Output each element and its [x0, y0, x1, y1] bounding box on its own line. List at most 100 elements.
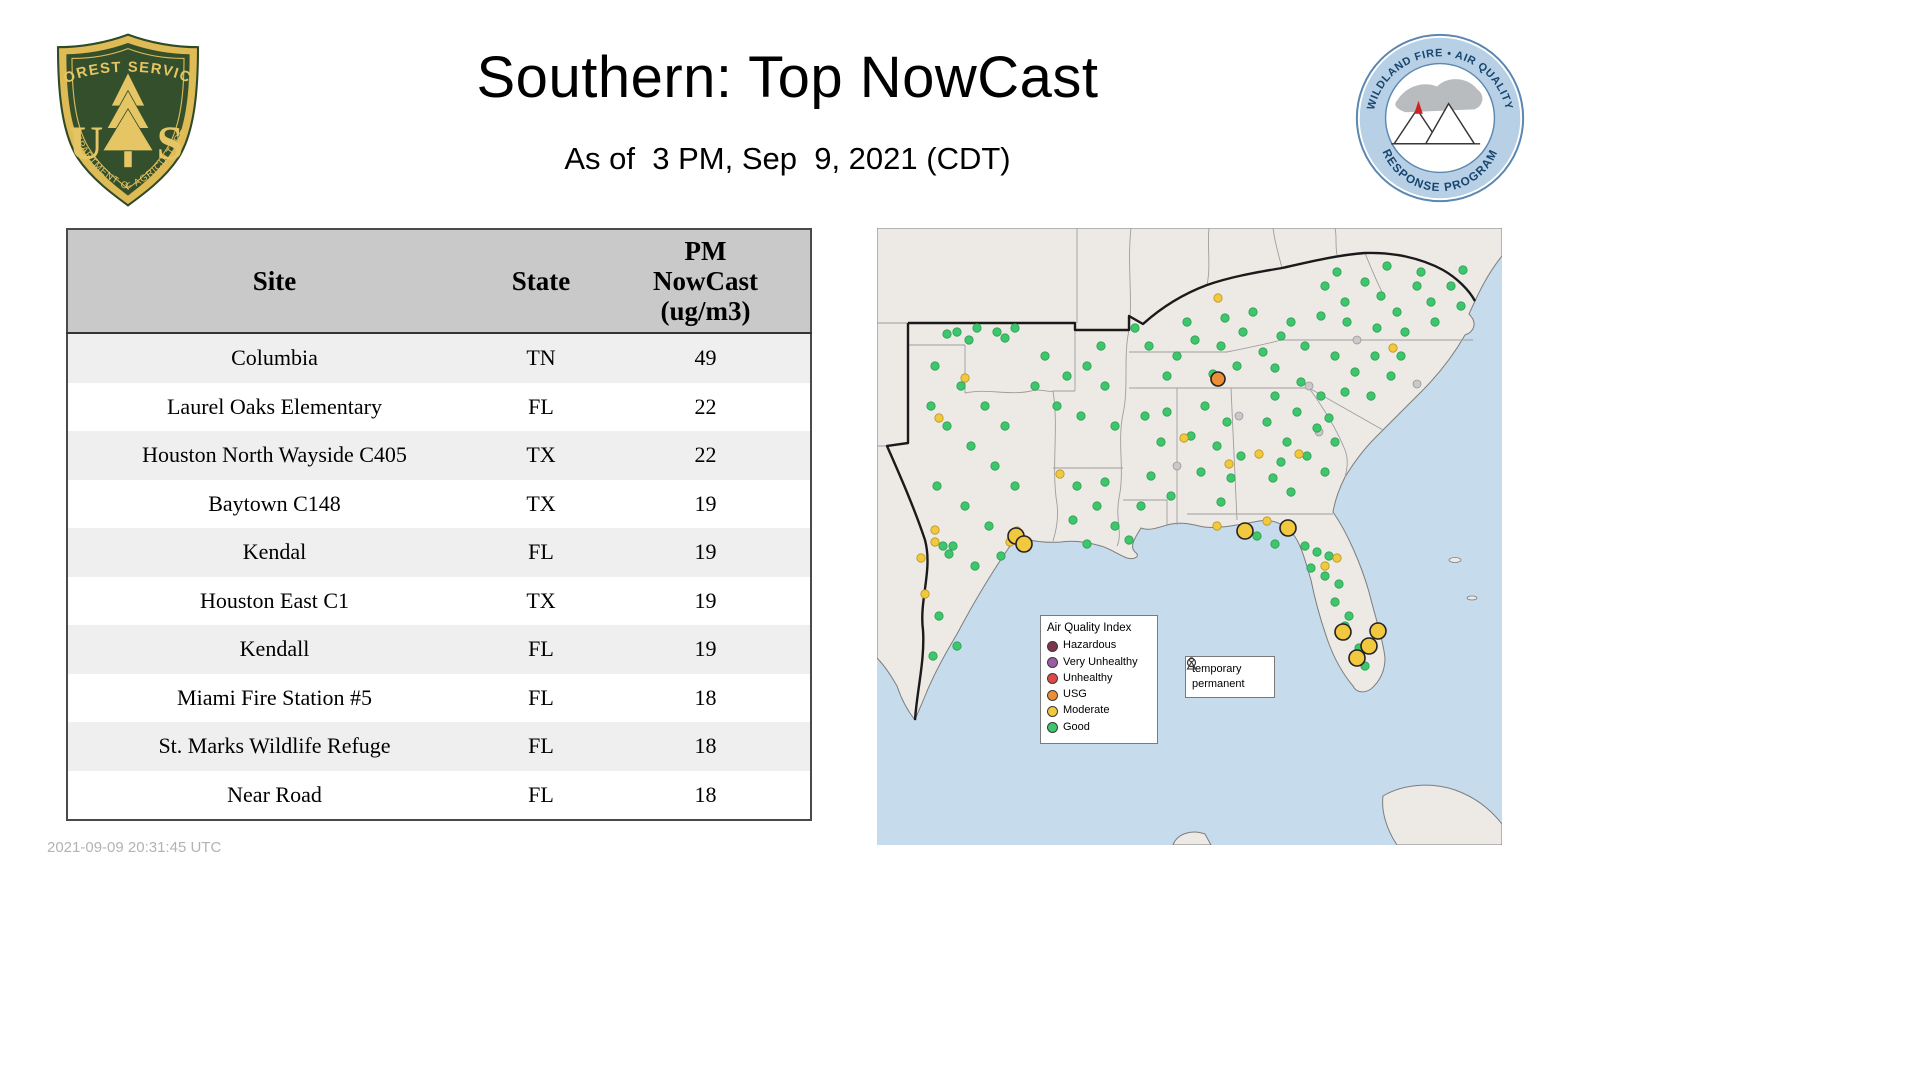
- aqi-legend-item: Good: [1047, 721, 1151, 735]
- cell-value: 19: [694, 587, 717, 613]
- flame-icon: [1414, 100, 1423, 114]
- cell-value: 19: [694, 539, 717, 565]
- aqi-legend-label: Unhealthy: [1063, 671, 1113, 684]
- monitor-dot-good: [1270, 391, 1280, 401]
- table-row: Laurel Oaks Elementary FL 22: [67, 382, 811, 431]
- monitor-dot-good: [1370, 351, 1380, 361]
- monitor-dot-good: [1082, 539, 1092, 549]
- monitor-dot-good: [980, 401, 990, 411]
- page-title: Southern: Top NowCast: [476, 45, 1099, 110]
- bahamas-islet-2: [1466, 595, 1478, 601]
- monitor-dot-moderate: [1254, 449, 1264, 459]
- state-borders: [877, 228, 1473, 547]
- monitor-dot-good: [1276, 457, 1286, 467]
- monitor-dot-good: [1232, 361, 1242, 371]
- monitor-dot-good: [1458, 265, 1468, 275]
- nowcast-table-container: Site State PM NowCast (ug/m3) Columbia TN…: [66, 228, 812, 821]
- cell-state: FL: [528, 636, 554, 662]
- page-header: Southern: Top NowCast As of 3 PM, Sep 9,…: [180, 44, 1395, 177]
- monitor-dot-good: [1292, 407, 1302, 417]
- cell-value: 19: [694, 636, 717, 662]
- monitor-dot-moderate: [1224, 459, 1234, 469]
- monitor-dot-moderate: [930, 537, 940, 547]
- monitor-dot-good: [1212, 441, 1222, 451]
- forest-service-logo: FOREST SERVICE DEPARTMENT OF AGRICULTURE…: [44, 30, 200, 207]
- monitor-dot-good: [1316, 391, 1326, 401]
- fs-letter-u: U: [69, 118, 103, 170]
- monitor-dot-good: [1312, 547, 1322, 557]
- monitor-dot-good: [1344, 611, 1354, 621]
- monitor-dot-good: [1330, 597, 1340, 607]
- aqi-legend-item: Unhealthy: [1047, 672, 1151, 686]
- cell-state: FL: [528, 684, 554, 710]
- monitor-dot-good: [1258, 347, 1268, 357]
- monitor-dot-good: [992, 327, 1002, 337]
- aqi-legend-label: USG: [1063, 688, 1087, 701]
- cell-state: TX: [526, 587, 556, 613]
- monitor-dot-nodata: [1352, 335, 1362, 345]
- monitor-dot-good: [1030, 381, 1040, 391]
- nowcast-table: Site State PM NowCast (ug/m3) Columbia TN…: [66, 228, 812, 821]
- cell-site: Kendal: [242, 539, 307, 565]
- aqi-color-dot-icon: [1047, 705, 1058, 717]
- monitor-dot-good: [1300, 341, 1310, 351]
- cell-site: Kendall: [239, 636, 310, 662]
- aqi-legend-label: Hazardous: [1063, 639, 1117, 652]
- monitor-dot-good: [1000, 333, 1010, 343]
- aqi-legend-items: Hazardous Very Unhealthy Unhealthy USG Moder…: [1047, 639, 1151, 734]
- cell-site: St. Marks Wildlife Refuge: [158, 733, 391, 759]
- table-row: Columbia TN 49: [67, 333, 811, 383]
- monitor-dot-good: [1166, 491, 1176, 501]
- marker-type-legend: temporary permanent: [1185, 656, 1275, 698]
- cell-state: FL: [528, 781, 554, 807]
- monitor-dot-good: [1320, 281, 1330, 291]
- monitor-dot-good: [944, 549, 954, 559]
- monitor-dot-good: [1156, 437, 1166, 447]
- monitor-dot-moderate: [920, 589, 930, 599]
- monitor-dot-good: [952, 327, 962, 337]
- monitor-dot-good: [1146, 471, 1156, 481]
- monitor-dot-good: [1324, 551, 1334, 561]
- monitor-dot-good: [1248, 307, 1258, 317]
- monitor-dot-good: [1100, 477, 1110, 487]
- aqi-legend: Air Quality Index Hazardous Very Unhealth…: [1040, 615, 1158, 744]
- monitor-dot-nodata: [1304, 381, 1314, 391]
- monitor-dot-good: [1300, 541, 1310, 551]
- monitor-dot-good: [1334, 579, 1344, 589]
- monitor-dot-good: [1360, 277, 1370, 287]
- monitor-dot-good: [1182, 317, 1192, 327]
- monitor-dots-layer: [916, 261, 1468, 671]
- monitor-dot-moderate-large: [1334, 623, 1352, 641]
- monitor-dot-moderate-large: [1236, 522, 1254, 540]
- monitor-dot-good: [1220, 313, 1230, 323]
- monitor-dot-moderate: [960, 373, 970, 383]
- monitor-dot-good: [1162, 407, 1172, 417]
- monitor-dot-good: [1268, 473, 1278, 483]
- monitor-dot-good: [932, 481, 942, 491]
- temporary-label: temporary: [1192, 663, 1242, 675]
- aqi-color-dot-icon: [1047, 640, 1058, 652]
- monitor-dot-good: [1052, 401, 1062, 411]
- cell-state: FL: [528, 393, 554, 419]
- region-boundary: [885, 251, 1477, 721]
- monitor-dot-good: [1392, 307, 1402, 317]
- monitor-dot-moderate: [1055, 469, 1065, 479]
- monitor-dot-good: [1366, 391, 1376, 401]
- header-state: State: [481, 229, 601, 334]
- monitor-dot-moderate: [1262, 516, 1272, 526]
- monitor-dot-good: [1110, 521, 1120, 531]
- permanent-marker-row: permanent: [1186, 657, 1268, 691]
- monitor-dot-moderate: [1179, 433, 1189, 443]
- temporary-marker-row: temporary: [1186, 657, 1268, 676]
- monitor-dot-good: [1430, 317, 1440, 327]
- monitor-dot-good: [996, 551, 1006, 561]
- table-row: St. Marks Wildlife Refuge FL 18: [67, 722, 811, 771]
- monitor-dot-moderate: [934, 413, 944, 423]
- cell-site: Houston North Wayside C405: [142, 442, 407, 468]
- cell-state: FL: [528, 733, 554, 759]
- monitor-dot-nodata: [1412, 379, 1422, 389]
- monitor-dot-moderate: [916, 553, 926, 563]
- monitor-dot-good: [1068, 515, 1078, 525]
- monitor-dot-nodata: [1172, 461, 1182, 471]
- shield-pinstripe: [71, 48, 185, 190]
